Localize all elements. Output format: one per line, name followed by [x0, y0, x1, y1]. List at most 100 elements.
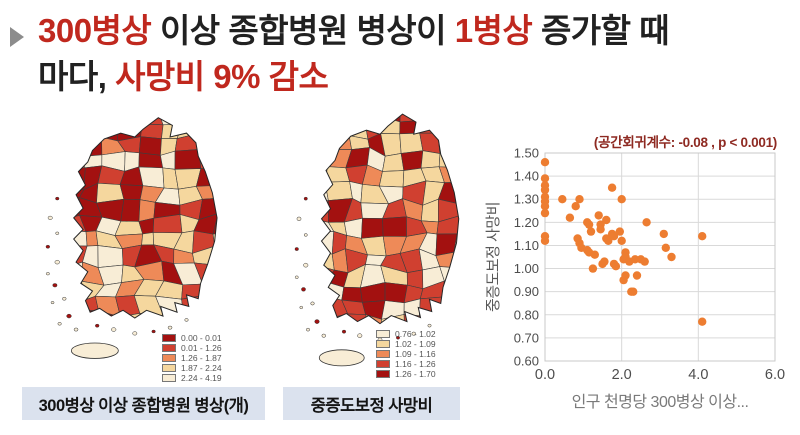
legend-swatch [162, 364, 176, 372]
small-island [133, 332, 137, 335]
data-point [540, 185, 550, 195]
small-island [322, 334, 326, 337]
legend-swatch [376, 360, 390, 368]
map-region [420, 114, 437, 121]
map-region [237, 294, 257, 315]
map-region [327, 114, 348, 122]
map-region [203, 277, 218, 297]
legend-label: 1.87 - 2.24 [181, 363, 222, 373]
map-region [313, 330, 331, 353]
map-region [73, 293, 85, 311]
map-region [99, 311, 121, 318]
slide-title-line2: 마다, 사망비 9% 감소 [38, 54, 793, 100]
y-tick-label: 1.20 [514, 215, 539, 230]
map-region [460, 205, 479, 222]
jeju-island [71, 343, 118, 358]
legend-label: 0.01 - 1.26 [181, 343, 222, 353]
map-region [439, 153, 458, 168]
data-point [640, 257, 649, 266]
map-region [200, 309, 212, 318]
map-region [380, 114, 401, 122]
small-island [185, 318, 189, 321]
y-tick-label: 0.90 [514, 284, 539, 299]
map-legend-beds: 0.00 - 0.01 0.01 - 1.26 1.26 - 1.87 1.87 - … [162, 333, 222, 383]
title-segment: 1병상 [454, 12, 533, 49]
small-island [111, 328, 116, 332]
map-region [233, 230, 257, 249]
data-point [540, 208, 550, 218]
small-island [311, 302, 315, 305]
map-region [139, 137, 161, 156]
y-tick-label: 1.10 [514, 238, 539, 253]
data-point [607, 183, 617, 192]
y-axis-ticks: 0.60 0.70 0.80 0.90 1.00 1.10 1.20 1.30 1.40 1.50 [514, 146, 539, 369]
map-region [213, 232, 218, 248]
small-island [58, 322, 62, 325]
map-region [454, 283, 459, 299]
map-region [321, 114, 332, 136]
data-point [698, 317, 707, 326]
map-region [214, 136, 218, 156]
choropleth-map-mortality [272, 106, 497, 378]
map-region [457, 216, 459, 238]
map-region [458, 114, 459, 123]
data-point [698, 232, 707, 241]
map-region [117, 328, 145, 348]
map-region [237, 217, 257, 231]
map-region [73, 230, 87, 246]
x-tick-label: 2.0 [612, 367, 632, 383]
map-region [348, 114, 368, 139]
data-point [584, 220, 594, 229]
legend-swatch [162, 374, 176, 382]
map-region [321, 167, 327, 186]
legend-swatch [376, 340, 390, 348]
map-region [321, 252, 334, 270]
small-island [358, 334, 363, 338]
y-tick-label: 1.40 [514, 169, 539, 184]
map-region [139, 153, 163, 168]
legend-swatch [162, 344, 176, 352]
map-region [321, 150, 330, 169]
map-region [455, 317, 459, 324]
small-island [55, 260, 60, 264]
map-region [142, 232, 154, 245]
legend-label: 0.00 - 0.01 [181, 333, 222, 343]
map-region [456, 165, 459, 185]
map-region [176, 309, 202, 318]
data-point [565, 213, 575, 222]
map-region [325, 181, 352, 200]
map-region [96, 118, 118, 141]
map-region [437, 114, 458, 134]
legend-row: 1.09 - 1.16 [376, 349, 436, 359]
map-region [141, 124, 163, 139]
map-region [239, 265, 257, 277]
map-regions [73, 117, 257, 348]
legend-row: 1.87 - 2.24 [162, 363, 222, 373]
map-region [211, 169, 218, 188]
small-island [301, 288, 305, 292]
map-region [121, 199, 140, 221]
data-point [604, 236, 613, 245]
map-region [234, 310, 257, 331]
legend-label: 1.26 - 1.70 [395, 369, 436, 379]
map-outline [322, 114, 459, 324]
map-region [437, 114, 458, 123]
small-island [51, 301, 54, 304]
map-region [233, 248, 257, 266]
y-tick-label: 0.60 [514, 354, 539, 369]
data-point [617, 195, 626, 204]
map-region [457, 117, 459, 135]
map-region [454, 248, 459, 269]
map-region [78, 117, 103, 125]
map-region [383, 217, 407, 237]
map-region [437, 333, 455, 354]
small-island [315, 320, 320, 324]
data-point [661, 243, 670, 252]
plot-border [544, 152, 776, 362]
legend-label: 1.02 - 1.09 [395, 339, 436, 349]
title-segment: 마다, [38, 58, 116, 95]
slide-title: 300병상 이상 종합병원 병상이 1병상 증가할 때 마다, 사망비 9% 감… [38, 8, 793, 100]
map-regions [313, 114, 479, 354]
choropleth-map-beds [22, 110, 257, 370]
map-region [235, 188, 257, 203]
